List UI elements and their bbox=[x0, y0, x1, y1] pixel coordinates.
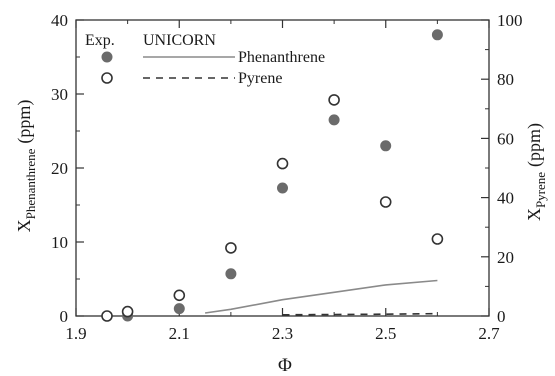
legend-label-phenanthrene: Phenanthrene bbox=[238, 49, 325, 66]
y-right-tick-label: 40 bbox=[497, 189, 514, 208]
y-right-axis-ticks: 0 20 40 60 80 100 bbox=[481, 11, 523, 326]
y-left-tick-label: 40 bbox=[51, 11, 68, 30]
x-tick-label: 2.1 bbox=[169, 324, 190, 343]
model-lines bbox=[204, 279, 438, 316]
x-axis-ticks: 1.9 2.1 2.3 2.5 2.7 bbox=[65, 20, 500, 343]
y-left-tick-label: 0 bbox=[60, 307, 69, 326]
y-left-tick-label: 30 bbox=[51, 85, 68, 104]
model-line-phenanthrene bbox=[204, 279, 438, 314]
y-left-tick-label: 10 bbox=[51, 233, 68, 252]
y-left-tick-label: 20 bbox=[51, 159, 68, 178]
y-right-tick-label: 80 bbox=[497, 70, 514, 89]
data-point-pyrene bbox=[276, 157, 289, 170]
x-tick-label: 2.7 bbox=[478, 324, 500, 343]
x-axis-title: Φ bbox=[278, 355, 292, 376]
y-right-tick-label: 100 bbox=[497, 11, 523, 30]
y-right-tick-label: 0 bbox=[497, 307, 506, 326]
data-point-phenanthrene bbox=[277, 182, 288, 194]
data-point-pyrene bbox=[101, 310, 113, 322]
data-point-pyrene bbox=[328, 94, 340, 106]
data-point-pyrene bbox=[431, 233, 444, 245]
x-tick-label: 2.3 bbox=[272, 324, 293, 343]
legend-marker-pyrene bbox=[101, 72, 113, 84]
y-right-axis-title: XPyrene (ppm) bbox=[524, 123, 548, 221]
data-point-pyrene bbox=[173, 289, 186, 302]
y-left-title-unit: (ppm) bbox=[14, 100, 35, 144]
data-points bbox=[101, 29, 444, 322]
y-right-tick-label: 60 bbox=[497, 129, 514, 148]
data-point-phenanthrene bbox=[431, 29, 443, 41]
data-point-pyrene bbox=[225, 242, 237, 254]
y-right-title-sub: Pyrene bbox=[533, 172, 548, 208]
legend-marker-phenanthrene bbox=[101, 51, 113, 63]
data-point-phenanthrene bbox=[225, 268, 237, 280]
y-right-tick-label: 20 bbox=[497, 248, 514, 267]
data-point-pyrene bbox=[379, 196, 392, 208]
y-left-title-sub: Phenanthrene bbox=[23, 148, 38, 219]
y-right-title-main: X bbox=[524, 208, 544, 221]
y-left-title-main: X bbox=[14, 219, 34, 232]
data-point-phenanthrene bbox=[173, 303, 185, 315]
data-point-phenanthrene bbox=[328, 114, 340, 126]
y-right-title-unit: (ppm) bbox=[524, 123, 545, 167]
x-tick-label: 1.9 bbox=[65, 324, 86, 343]
legend-label-pyrene: Pyrene bbox=[238, 70, 282, 87]
legend: Exp. UNICORN Phenanthrene Pyrene bbox=[85, 32, 325, 87]
legend-header-exp: Exp. bbox=[85, 32, 115, 49]
x-tick-label: 2.5 bbox=[375, 324, 396, 343]
model-line-pyrene bbox=[282, 312, 438, 316]
data-point-phenanthrene bbox=[380, 140, 392, 152]
svg-text:XPhenanthrene(ppm): XPhenanthrene (ppm) bbox=[14, 100, 38, 233]
data-point-pyrene bbox=[121, 305, 134, 318]
svg-text:XPyrene(ppm): XPyrene (ppm) bbox=[524, 123, 548, 221]
legend-header-model: UNICORN bbox=[143, 32, 216, 49]
y-left-axis-title: XPhenanthrene (ppm) bbox=[14, 100, 38, 233]
y-left-axis-ticks: 0 10 20 30 40 bbox=[51, 11, 84, 326]
